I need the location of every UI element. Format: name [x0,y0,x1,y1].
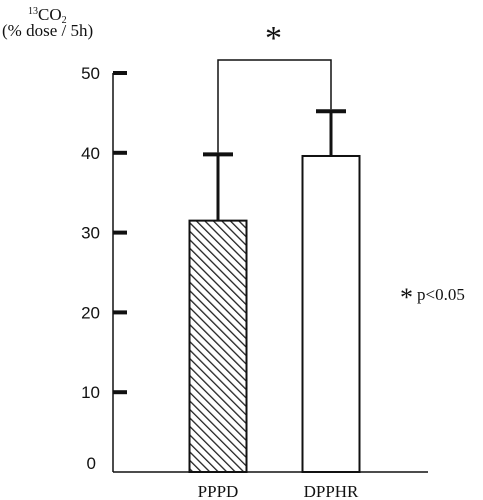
significance-star: * [265,20,282,57]
significance-note: * p<0.05 [400,283,465,313]
y-tick-label: 0 [87,454,96,473]
y-tick-label: 10 [81,383,100,402]
y-axis-label-subscript: 2 [61,15,67,26]
significance-note-star: * [400,283,413,312]
significance-note-text: p<0.05 [417,285,465,304]
y-tick-label: 50 [81,64,100,83]
x-tick-label: DPPHR [304,482,359,500]
y-tick-label: 40 [81,144,100,163]
significance-bracket [217,59,332,153]
x-tick-label: PPPD [198,482,239,500]
y-axis-label-mass: 13 [28,6,38,17]
y-tick-label: 30 [81,224,100,243]
y-axis-label-compound: CO [38,5,62,24]
bar [188,219,248,473]
y-axis-label: 13CO2 [28,2,67,31]
y-axis-units: (% dose / 5h) [2,21,94,40]
bar [301,154,361,473]
y-tick-label: 20 [81,303,100,322]
